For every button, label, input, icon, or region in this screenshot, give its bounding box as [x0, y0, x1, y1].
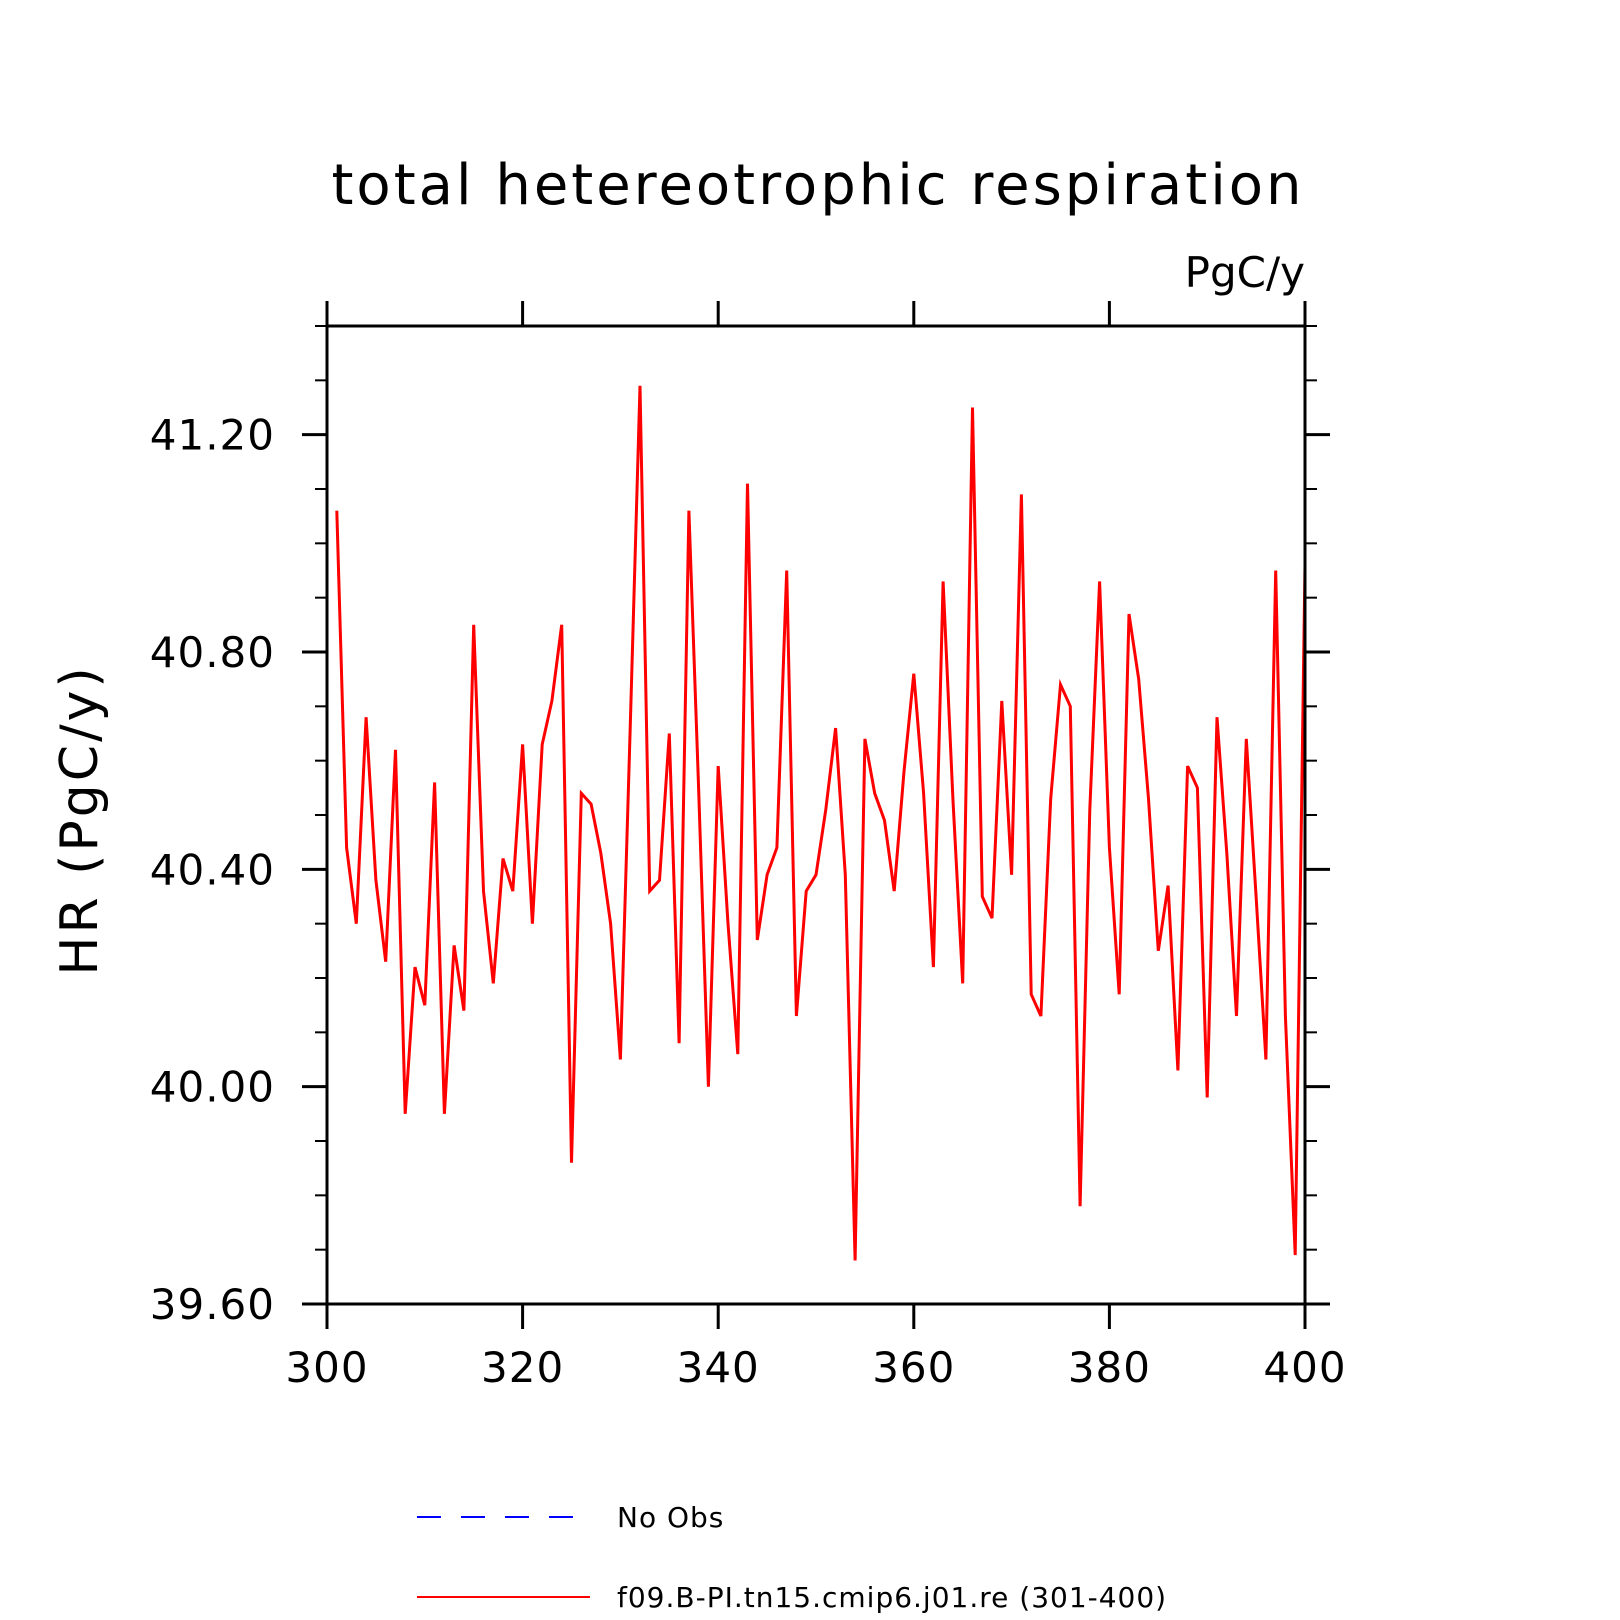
y-tick-label: 39.60 — [150, 1280, 275, 1329]
y-tick-label: 40.00 — [150, 1063, 275, 1112]
plot-frame — [325, 324, 1307, 1306]
x-tick-label: 380 — [1068, 1343, 1151, 1392]
x-tick-label: 360 — [872, 1343, 955, 1392]
tick-labels: 300 320 340 360 380 400 39.60 40.00 40.40 40.80 41… — [150, 411, 1346, 1392]
series-line-1 — [335, 385, 1307, 1261]
y-axis-label: HR (PgC/y) — [50, 664, 110, 975]
x-tick-label: 300 — [285, 1343, 368, 1392]
axis-ticks — [302, 301, 1330, 1329]
y-tick-label: 41.20 — [150, 411, 275, 460]
series-lines — [335, 385, 1307, 1261]
x-tick-label: 320 — [481, 1343, 564, 1392]
x-tick-label: 400 — [1263, 1343, 1346, 1392]
y-tick-label: 40.40 — [150, 845, 275, 894]
legend-label-1: f09.B-PI.tn15.cmip6.j01.re (301-400) — [617, 1581, 1167, 1614]
units-label: PgC/y — [1185, 248, 1305, 297]
chart-title: total hetereotrophic respiration — [331, 153, 1304, 218]
y-tick-label: 40.80 — [150, 628, 275, 677]
legend: No Obs f09.B-PI.tn15.cmip6.j01.re (301-40… — [417, 1501, 1167, 1614]
legend-label-0: No Obs — [617, 1501, 724, 1534]
x-tick-label: 340 — [677, 1343, 760, 1392]
